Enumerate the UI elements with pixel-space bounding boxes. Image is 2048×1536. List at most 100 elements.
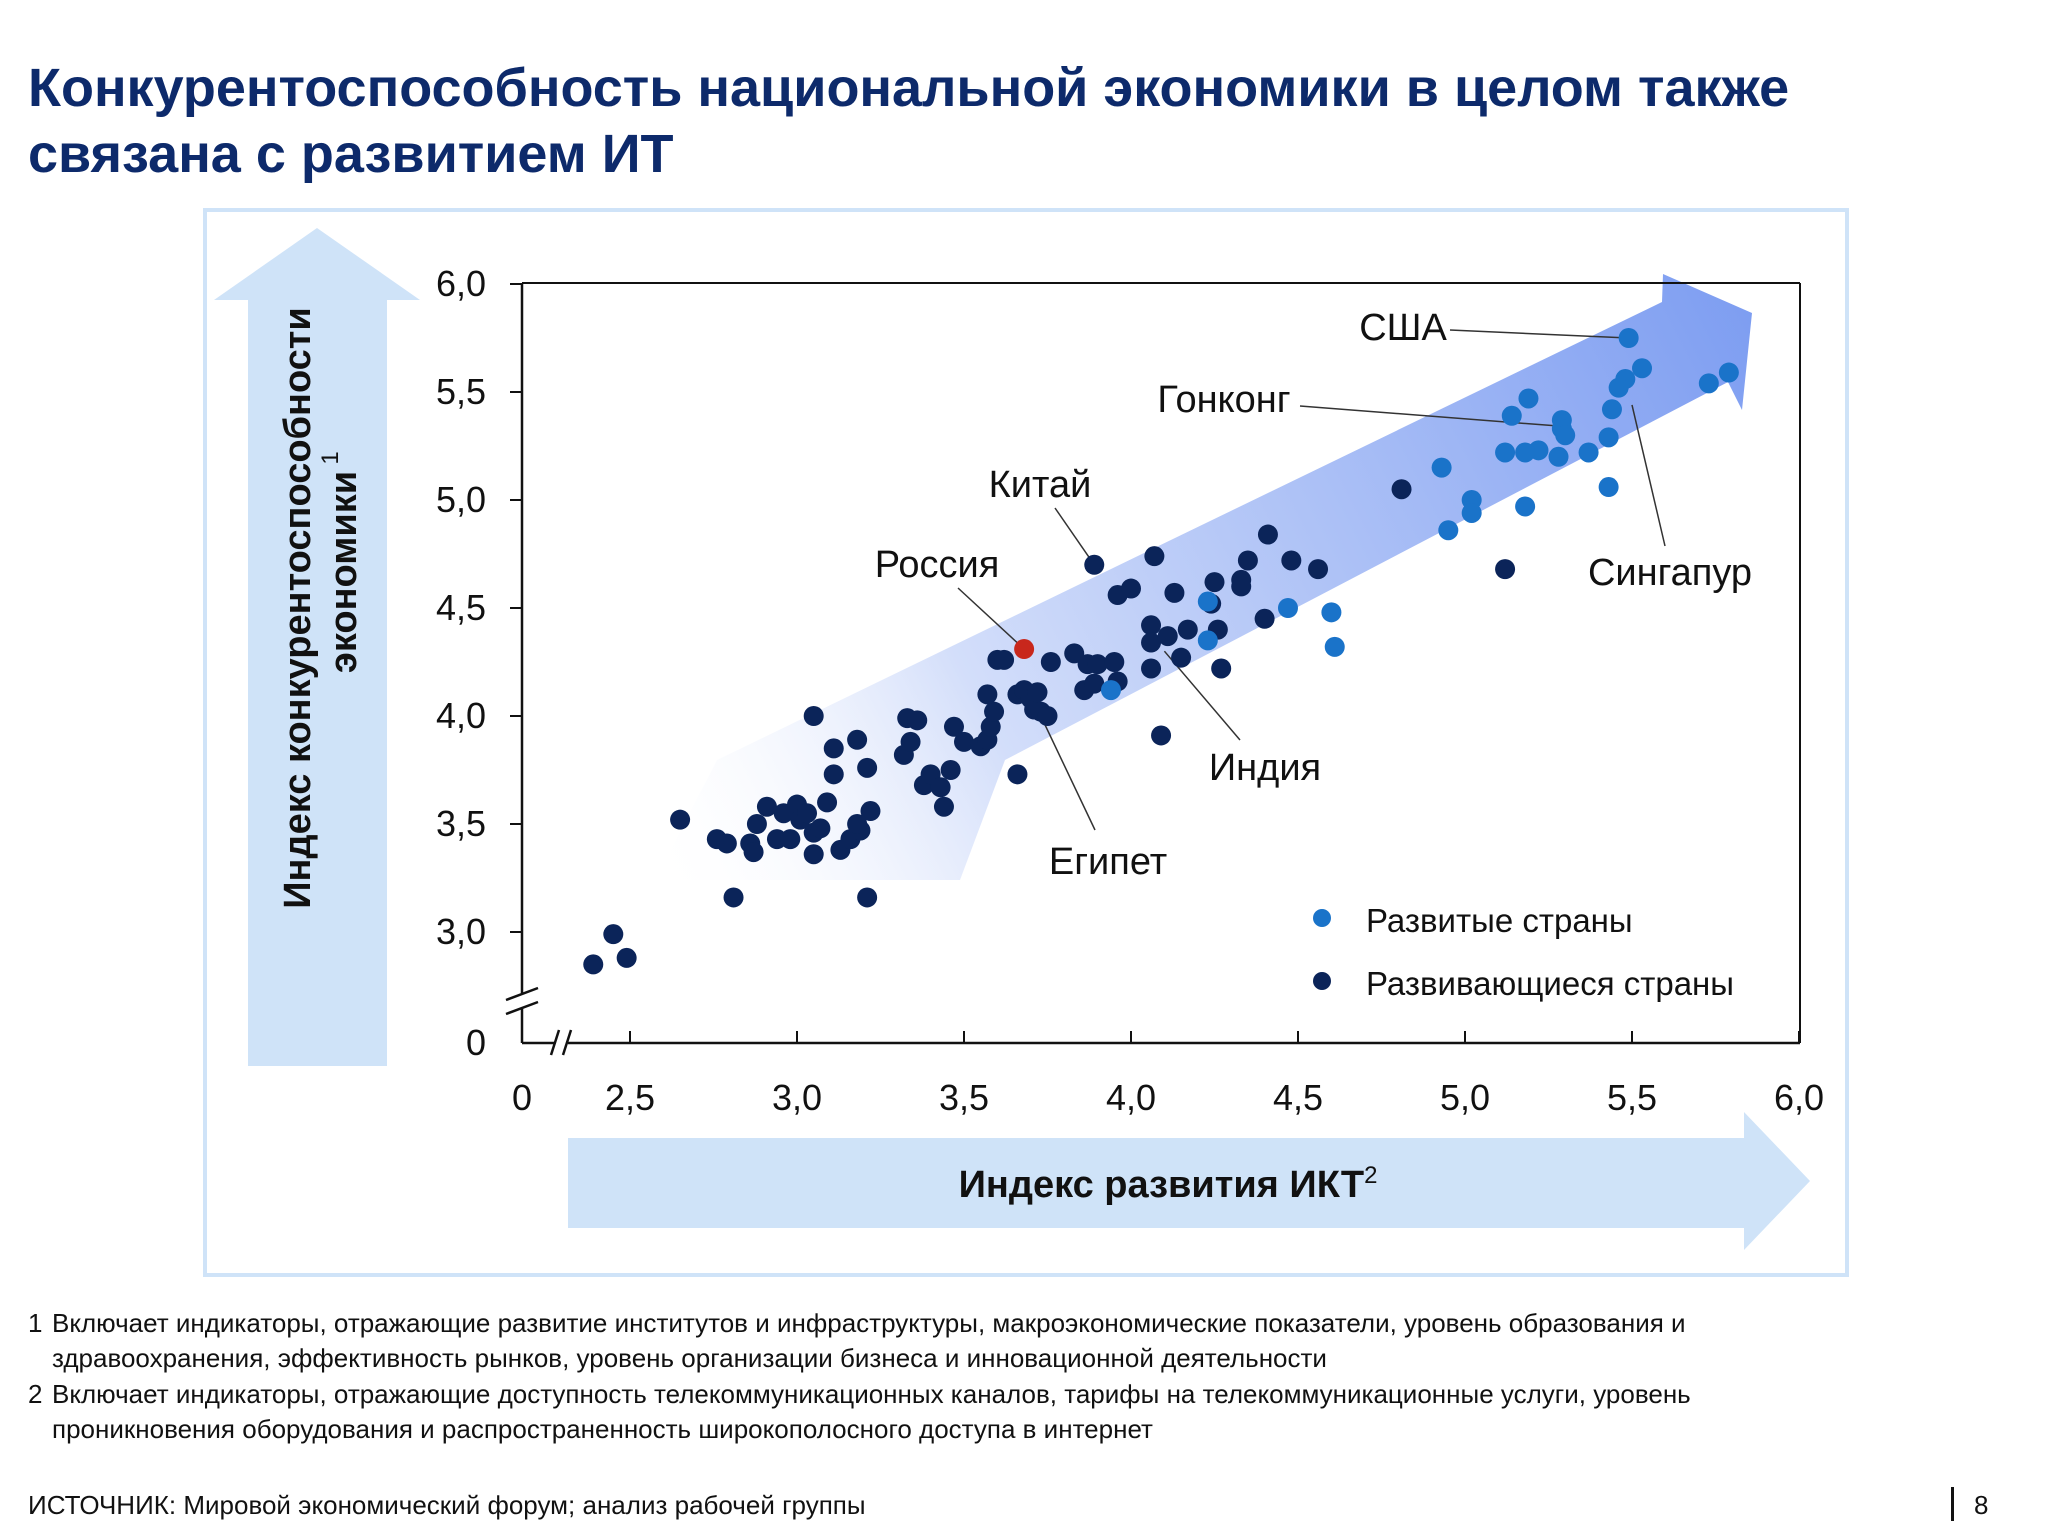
data-point-developing (670, 809, 691, 830)
data-point-developing (1121, 578, 1141, 599)
data-point-developed (1277, 598, 1298, 618)
data-point-developing (603, 924, 624, 945)
data-point-developing (1157, 626, 1178, 647)
annotation-label: Египет (1049, 841, 1167, 883)
data-point-developing (797, 803, 818, 824)
annotation-label: Сингапур (1588, 552, 1752, 594)
data-point-developing (907, 710, 928, 731)
trend-arrow (655, 274, 1752, 880)
data-point-developing (847, 814, 868, 834)
data-point-developing (817, 792, 838, 813)
data-point-developing (1237, 550, 1258, 571)
legend-label-developing: Развивающиеся страны (1366, 965, 1734, 1002)
data-point-developing (1064, 643, 1085, 664)
x-tick-label-3-0: 3,0 (772, 1077, 822, 1118)
data-point-developing (823, 738, 844, 759)
data-point-developing (1495, 559, 1516, 580)
data-point-developing (1104, 652, 1125, 672)
x-tick-label-6-0: 6,0 (1774, 1077, 1824, 1118)
page-number-divider (1951, 1487, 1954, 1521)
data-point-developing (743, 842, 764, 863)
data-point-developing (847, 729, 868, 750)
data-point-developing (1281, 550, 1302, 571)
data-point-developing (933, 796, 954, 817)
data-point-developing (857, 887, 878, 908)
x-tick-label-2-5: 2,5 (605, 1077, 655, 1118)
data-point-developing (1308, 559, 1329, 580)
data-point-developing (1084, 554, 1105, 575)
y-tick-label-5-0: 5,0 (436, 479, 486, 520)
legend-marker-developing (1313, 972, 1331, 990)
developed-countries-series (1100, 328, 1739, 701)
data-point-developed (1515, 496, 1536, 517)
data-point-developing (1254, 608, 1275, 629)
data-point-developing (1141, 658, 1162, 679)
data-point-developed (1698, 373, 1719, 394)
data-point-developed (1598, 427, 1619, 448)
y-tick-label-4-0: 4,0 (436, 695, 486, 736)
data-point-developing (1084, 673, 1105, 694)
source-note: ИСТОЧНИК: Мировой экономический форум; а… (28, 1490, 866, 1520)
data-point-developing (810, 818, 831, 839)
data-point-developing (1211, 658, 1232, 679)
footnote-1: 1 Включает индикаторы, отражающие развити… (28, 1306, 1978, 1376)
data-point-developing (1204, 572, 1225, 593)
data-point-developed (1501, 405, 1522, 426)
annotation-label: Гонконг (1157, 379, 1290, 421)
footnote-1-number: 1 (28, 1308, 43, 1338)
annotation-label: Китай (989, 464, 1092, 506)
data-point-developing (1144, 546, 1165, 567)
y-axis-title-line-2: экономики (323, 471, 365, 673)
developing-countries-series (583, 479, 1516, 975)
y-axis-ticks: 0 3,0 3,5 4,0 4,5 5,0 5,5 6,0 (436, 263, 522, 1063)
data-point-developing (994, 649, 1015, 670)
data-point-developing (977, 684, 998, 705)
data-point-developed (1495, 442, 1516, 463)
x-axis-arrow (568, 1112, 1810, 1250)
data-point-developed (1197, 591, 1218, 612)
x-tick-label-3-5: 3,5 (939, 1077, 989, 1118)
data-point-developing (930, 777, 951, 798)
data-point-developing (1171, 647, 1192, 668)
data-point-developing (803, 706, 824, 726)
x-tick-label-5-0: 5,0 (1440, 1077, 1490, 1118)
annotation-label: Индия (1209, 747, 1321, 789)
title-line-2: связана с развитием ИТ (28, 124, 674, 184)
x-axis-title: Индекс развития ИКТ2 (959, 1162, 1378, 1206)
data-point-developing (1037, 706, 1058, 726)
footnote-2-line-2: проникновения оборудования и распростран… (52, 1414, 1153, 1444)
legend-marker-developed (1313, 909, 1331, 927)
footnote-2: 2 Включает индикаторы, отражающие доступн… (28, 1377, 1978, 1447)
footnote-1-line-1: Включает индикаторы, отражающие развитие… (52, 1308, 1686, 1338)
data-point-developed (1197, 630, 1218, 651)
data-point-developing (900, 731, 921, 752)
title-line-1: Конкурентоспособность национальной эконо… (28, 58, 1790, 118)
data-point-developing (1141, 615, 1162, 636)
y-tick-label-5-5: 5,5 (436, 371, 486, 412)
data-point-developing (980, 716, 1001, 737)
data-point-developing (1007, 764, 1028, 785)
data-point-developing (860, 801, 881, 822)
data-point-developing (1027, 682, 1048, 703)
data-point-developed (1608, 377, 1629, 398)
data-point-developed (1431, 457, 1452, 478)
data-point-developed (1321, 602, 1342, 623)
data-point-developing (940, 760, 961, 780)
x-tick-label-5-5: 5,5 (1607, 1077, 1657, 1118)
data-point-developing (954, 731, 974, 752)
data-point-developing (857, 757, 878, 778)
annotation-label: Россия (875, 544, 1000, 586)
data-point-developing (823, 764, 844, 785)
plot-area-frame (505, 282, 1801, 1056)
data-point-developing (716, 833, 737, 854)
data-point-developed (1578, 442, 1599, 463)
data-point-developing (1391, 479, 1412, 500)
y-axis-title-sup: 1 (317, 451, 344, 464)
data-point-developing (1257, 524, 1278, 545)
annotation-label: США (1359, 307, 1447, 349)
x-axis-title-sup: 2 (1364, 1162, 1377, 1189)
x-axis-ticks: 0 2,5 3,0 3,5 4,0 4,5 5,0 5,5 6,0 (512, 1031, 1824, 1118)
data-point-developing (1141, 632, 1162, 653)
data-point-developed (1100, 680, 1121, 701)
data-point-developing (984, 701, 1005, 722)
